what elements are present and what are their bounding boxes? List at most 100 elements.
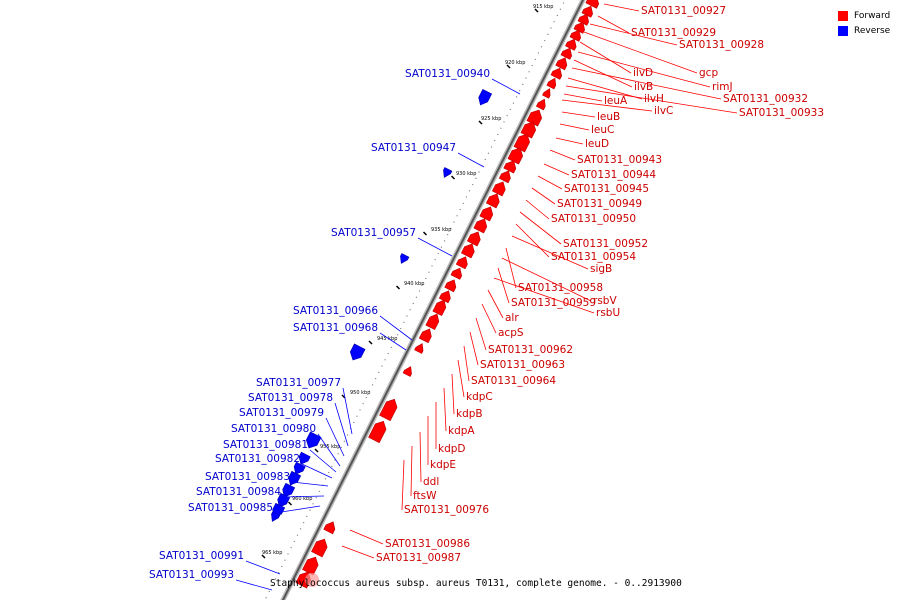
forward-gene-glyph: [479, 206, 494, 222]
forward-gene-shape: [473, 218, 488, 234]
forward-gene-shape: [513, 133, 530, 153]
forward-gene-label: alr: [505, 312, 519, 324]
forward-gene-glyph: [573, 21, 585, 34]
forward-gene-label: ddl: [423, 476, 439, 488]
forward-leader-line: [571, 67, 722, 100]
reverse-gene-glyph: [349, 343, 366, 361]
tick-label: 920 kbp: [505, 60, 525, 66]
forward-leader-line: [457, 359, 465, 398]
forward-gene-glyph: [485, 193, 500, 209]
reverse-gene-glyph: [400, 253, 410, 264]
reverse-gene-label: SAT0131_00980: [231, 423, 316, 435]
forward-gene-label: SAT0131_00976: [404, 504, 489, 516]
reverse-gene-shape: [271, 511, 281, 522]
forward-gene-shape: [311, 538, 328, 558]
forward-gene-shape: [425, 313, 440, 331]
forward-gene-shape: [546, 77, 557, 90]
forward-gene-shape: [444, 279, 457, 293]
forward-gene-glyph: [379, 398, 398, 422]
reverse-leader-line: [301, 463, 333, 479]
reverse-gene-glyph: [478, 88, 493, 106]
forward-gene-glyph: [581, 5, 593, 18]
forward-leader-line: [511, 235, 589, 270]
forward-gene-shape: [550, 67, 562, 80]
forward-gene-glyph: [555, 57, 568, 71]
forward-leader-line: [567, 77, 643, 100]
forward-leader-line: [341, 545, 375, 559]
reverse-leader-line: [245, 560, 281, 575]
reverse-gene-glyph: [443, 167, 453, 178]
forward-gene-label: leuA: [604, 95, 628, 107]
tick-label: 965 kbp: [262, 550, 282, 556]
reverse-leader-line: [379, 332, 407, 351]
forward-leader-line: [451, 373, 455, 415]
reverse-gene-shape: [478, 88, 493, 106]
legend-label-forward: Forward: [854, 10, 891, 21]
reverse-gene-shape: [293, 461, 306, 475]
forward-gene-label: SAT0131_00964: [471, 375, 556, 387]
forward-leader-line: [463, 345, 470, 382]
forward-leader-line: [603, 3, 640, 12]
forward-gene-label: SAT0131_00929: [631, 27, 716, 39]
forward-gene-label: SAT0131_00987: [376, 552, 461, 564]
reverse-gene-glyph: [271, 511, 281, 522]
legend-item-forward: Forward: [838, 8, 890, 23]
tick-mark: [478, 120, 483, 125]
reverse-gene-label: SAT0131_00982: [215, 453, 300, 465]
forward-gene-shape: [503, 160, 517, 174]
tick-label: 925 kbp: [481, 116, 501, 122]
forward-gene-glyph: [542, 88, 551, 99]
forward-leader-line: [583, 31, 698, 74]
forward-gene-shape: [455, 256, 468, 270]
forward-leader-line: [577, 51, 711, 88]
reverse-gene-label: SAT0131_00977: [256, 377, 341, 389]
reverse-leader-line: [309, 449, 337, 473]
reverse-swatch: [838, 25, 848, 36]
forward-leader-line: [555, 137, 584, 145]
forward-gene-shape: [569, 29, 581, 42]
legend-label-reverse: Reverse: [854, 25, 891, 36]
reverse-gene-glyph: [298, 451, 311, 465]
tick-mark: [287, 501, 293, 506]
forward-gene-label: sigB: [590, 263, 612, 275]
forward-gene-label: SAT0131_00950: [551, 213, 636, 225]
forward-gene-shape: [460, 243, 475, 259]
reverse-gene-label: SAT0131_00979: [239, 407, 324, 419]
reverse-gene-shape: [400, 253, 410, 264]
reverse-gene-shape: [282, 482, 296, 498]
forward-gene-shape: [542, 88, 551, 99]
forward-gene-glyph: [526, 109, 543, 127]
forward-gene-shape: [535, 98, 546, 111]
forward-leader-line: [565, 85, 738, 114]
forward-gene-shape: [581, 5, 593, 18]
reverse-leader-line: [334, 402, 349, 447]
forward-leader-line: [469, 331, 479, 366]
forward-gene-glyph: [402, 366, 412, 377]
reverse-gene-shape: [349, 343, 366, 361]
reverse-gene-label: SAT0131_00985: [188, 502, 273, 514]
reverse-gene-glyph: [288, 470, 302, 486]
forward-gene-shape: [520, 121, 537, 139]
forward-leader-line: [589, 23, 678, 46]
forward-gene-label: SAT0131_00962: [488, 344, 573, 356]
tick-label: 960 kbp: [292, 496, 312, 502]
genome-caption: Staphylococcus aureus subsp. aureus T013…: [270, 578, 682, 589]
forward-gene-glyph: [432, 299, 447, 317]
forward-gene-shape: [573, 21, 585, 34]
tick-mark: [261, 554, 266, 559]
forward-gene-label: SAT0131_00927: [641, 5, 726, 17]
forward-gene-glyph: [444, 279, 457, 293]
forward-gene-glyph: [418, 328, 432, 344]
forward-gene-glyph: [460, 243, 475, 259]
forward-gene-label: kdpB: [456, 408, 483, 420]
forward-gene-label: kdpD: [438, 443, 466, 455]
reverse-leader-line: [457, 152, 485, 168]
forward-gene-glyph: [498, 170, 511, 184]
forward-leader-line: [559, 123, 590, 131]
forward-gene-glyph: [535, 98, 546, 111]
forward-leader-line: [487, 289, 504, 319]
forward-gene-label: SAT0131_00933: [739, 107, 824, 119]
tick-mark: [534, 8, 539, 13]
forward-gene-shape: [507, 147, 524, 165]
